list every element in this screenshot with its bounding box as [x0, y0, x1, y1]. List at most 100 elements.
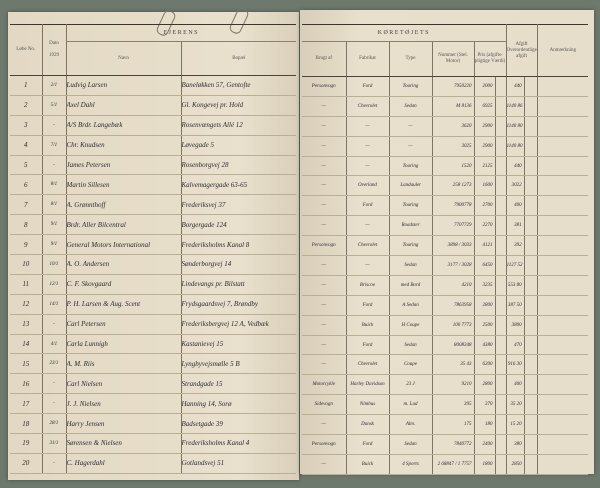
owner-address: Gl. Kongevej pr. Hold — [180, 95, 297, 116]
owner-address: Frederiksbergvej 12 A, Vedbæk — [180, 314, 297, 335]
left-ledger-page: Løbe No. Dato 1929 EJERENS Navn Bopæl 1 2/… — [8, 6, 299, 480]
owner-address: Frydsgaardsvej 7, Brøndby — [180, 294, 297, 315]
fee-ore — [523, 76, 538, 97]
vehicle-make: — — [345, 156, 389, 177]
owner-address: Lyngbyvejsmølle 5 B — [180, 353, 297, 375]
owner-name: A. Grønnthoff — [65, 194, 181, 216]
owner-name: Sørensen & Nielsen — [65, 433, 181, 454]
row-date: - — [41, 314, 66, 335]
owner-row: 19 31/1 Sørensen & Nielsen Frederiksholms K… — [10, 433, 297, 454]
vehicle-type: — — [388, 116, 432, 137]
vehicle-fee: 1127 52 — [505, 255, 525, 276]
row-date: - — [41, 393, 66, 415]
vehicle-make: Chevrolet — [345, 235, 389, 257]
row-number: 20 — [10, 453, 42, 474]
vehicle-remarks — [536, 255, 589, 276]
owner-address: Frederiksholms Kanal 8 — [180, 234, 297, 256]
vehicle-make: — — [345, 215, 389, 237]
vehicle-number: 7707729 — [431, 215, 474, 237]
row-date: 7/1 — [41, 135, 66, 156]
row-number: 11 — [10, 274, 42, 295]
vehicle-type: Sedan — [388, 255, 432, 276]
row-date: 4/1 — [41, 334, 66, 355]
price-ore — [494, 335, 507, 356]
row-number: 13 — [10, 314, 42, 335]
vehicles-table: KØRETØJETS Afgift Overordentlige afgift … — [302, 24, 589, 475]
vehicle-remarks — [536, 195, 589, 217]
vehicle-make: Dansk — [345, 414, 389, 436]
vehicle-fee: 381 — [505, 215, 525, 237]
vehicle-price: 2700 — [473, 195, 495, 217]
price-ore — [494, 434, 507, 455]
vehicle-number: 3620 — [431, 116, 474, 137]
vehicle-type: Sedan — [388, 434, 432, 455]
header-year: 1929 — [49, 53, 59, 58]
vehicle-make: Overland — [345, 175, 389, 197]
fee-ore — [523, 434, 538, 455]
vehicle-type: Sedan — [388, 96, 432, 117]
fee-ore — [523, 96, 538, 117]
vehicle-type: med Bord — [388, 275, 432, 296]
price-ore — [494, 275, 507, 296]
price-ore — [494, 394, 507, 416]
price-ore — [494, 255, 507, 276]
fee-ore — [523, 255, 538, 276]
vehicle-price: 2900 — [473, 116, 495, 137]
vehicle-remarks — [536, 374, 589, 396]
owner-row: 8 9/1 Brdr. Aller Bilcentral Borgergade 124 — [10, 214, 297, 236]
vehicle-make: Chevrolet — [345, 96, 389, 117]
owner-address: Løvegade 5 — [180, 135, 297, 156]
owner-name: A. M. Riis — [65, 353, 181, 375]
vehicle-row: Personvogn Ford Touring 7950220 2000 440 — [302, 76, 589, 97]
vehicle-fee: 470 — [505, 335, 525, 356]
vehicle-make: Buick — [345, 454, 389, 475]
owner-name: C. Hagerdahl — [65, 453, 181, 474]
owner-name: Martin Sillesen — [65, 174, 181, 196]
owner-address: Borgergade 124 — [180, 214, 297, 236]
row-date: - — [41, 453, 66, 474]
owner-row: 18 28/1 Harry Jensen Badsetgade 39 — [10, 413, 297, 435]
owner-address: Rosenvængets Allé 12 — [180, 115, 297, 136]
vehicle-used-by: Motorcykle — [302, 374, 346, 396]
vehicle-row: — — —3620 2900 1140 80 — [302, 116, 589, 137]
vehicle-row: — Buick 4 Sports 2 68847 / 1 7757 1800 2850 — [302, 454, 589, 475]
vehicle-fee: 1140 80 — [505, 116, 525, 137]
row-number: 16 — [10, 373, 42, 395]
price-ore — [494, 195, 507, 217]
vehicle-type: 23 J — [388, 374, 432, 396]
owner-row: 13- Carl Petersen Frederiksbergvej 12 A, V… — [10, 314, 297, 335]
vehicle-used-by: — — [302, 215, 346, 237]
owner-row: 9 9/1 General Motors International Frederik… — [10, 234, 297, 256]
row-date: 9/1 — [41, 214, 66, 236]
row-number: 14 — [10, 334, 42, 355]
owner-name: Harry Jensen — [65, 413, 181, 435]
owner-address: Baneløkken 57, Gentofte — [180, 75, 297, 96]
vehicle-type: H Coupe — [388, 315, 432, 336]
owner-address: Sønderborgvej 14 — [180, 254, 297, 275]
vehicle-type: Coupe — [388, 354, 432, 376]
price-ore — [494, 235, 507, 257]
owner-name: A. O. Andersen — [65, 254, 181, 275]
owner-address: Badsetgade 39 — [180, 413, 297, 435]
header-vehicle-group: KØRETØJETS — [302, 24, 507, 42]
owner-row: 2 5/1 Axel Dahl Gl. Kongevej pr. Hold — [10, 95, 297, 116]
vehicle-used-by: — — [302, 116, 346, 137]
vehicle-remarks — [536, 394, 589, 416]
vehicle-number: 7950220 — [431, 76, 474, 97]
vehicle-make: Ford — [345, 434, 389, 455]
vehicle-used-by: — — [302, 354, 346, 376]
vehicle-make: — — [345, 116, 389, 137]
row-date: 10/1 — [41, 254, 66, 275]
vehicle-remarks — [536, 454, 589, 475]
vehicle-make: — — [345, 255, 389, 276]
vehicle-row: — Ford Sedan 8008348 4380 470 — [302, 335, 589, 356]
vehicle-remarks — [536, 156, 589, 177]
vehicle-number: 3177 / 3028 — [431, 255, 474, 276]
row-number: 18 — [10, 413, 42, 435]
row-date: 23/1 — [41, 353, 66, 375]
owner-address: Kalvemagergade 63-65 — [180, 174, 297, 196]
price-ore — [494, 295, 507, 316]
row-date: 12/1 — [41, 274, 66, 295]
vehicle-row: — Buick H Coupe 100 7773 2500 3800 — [302, 315, 589, 336]
vehicle-price: 1800 — [473, 454, 495, 475]
